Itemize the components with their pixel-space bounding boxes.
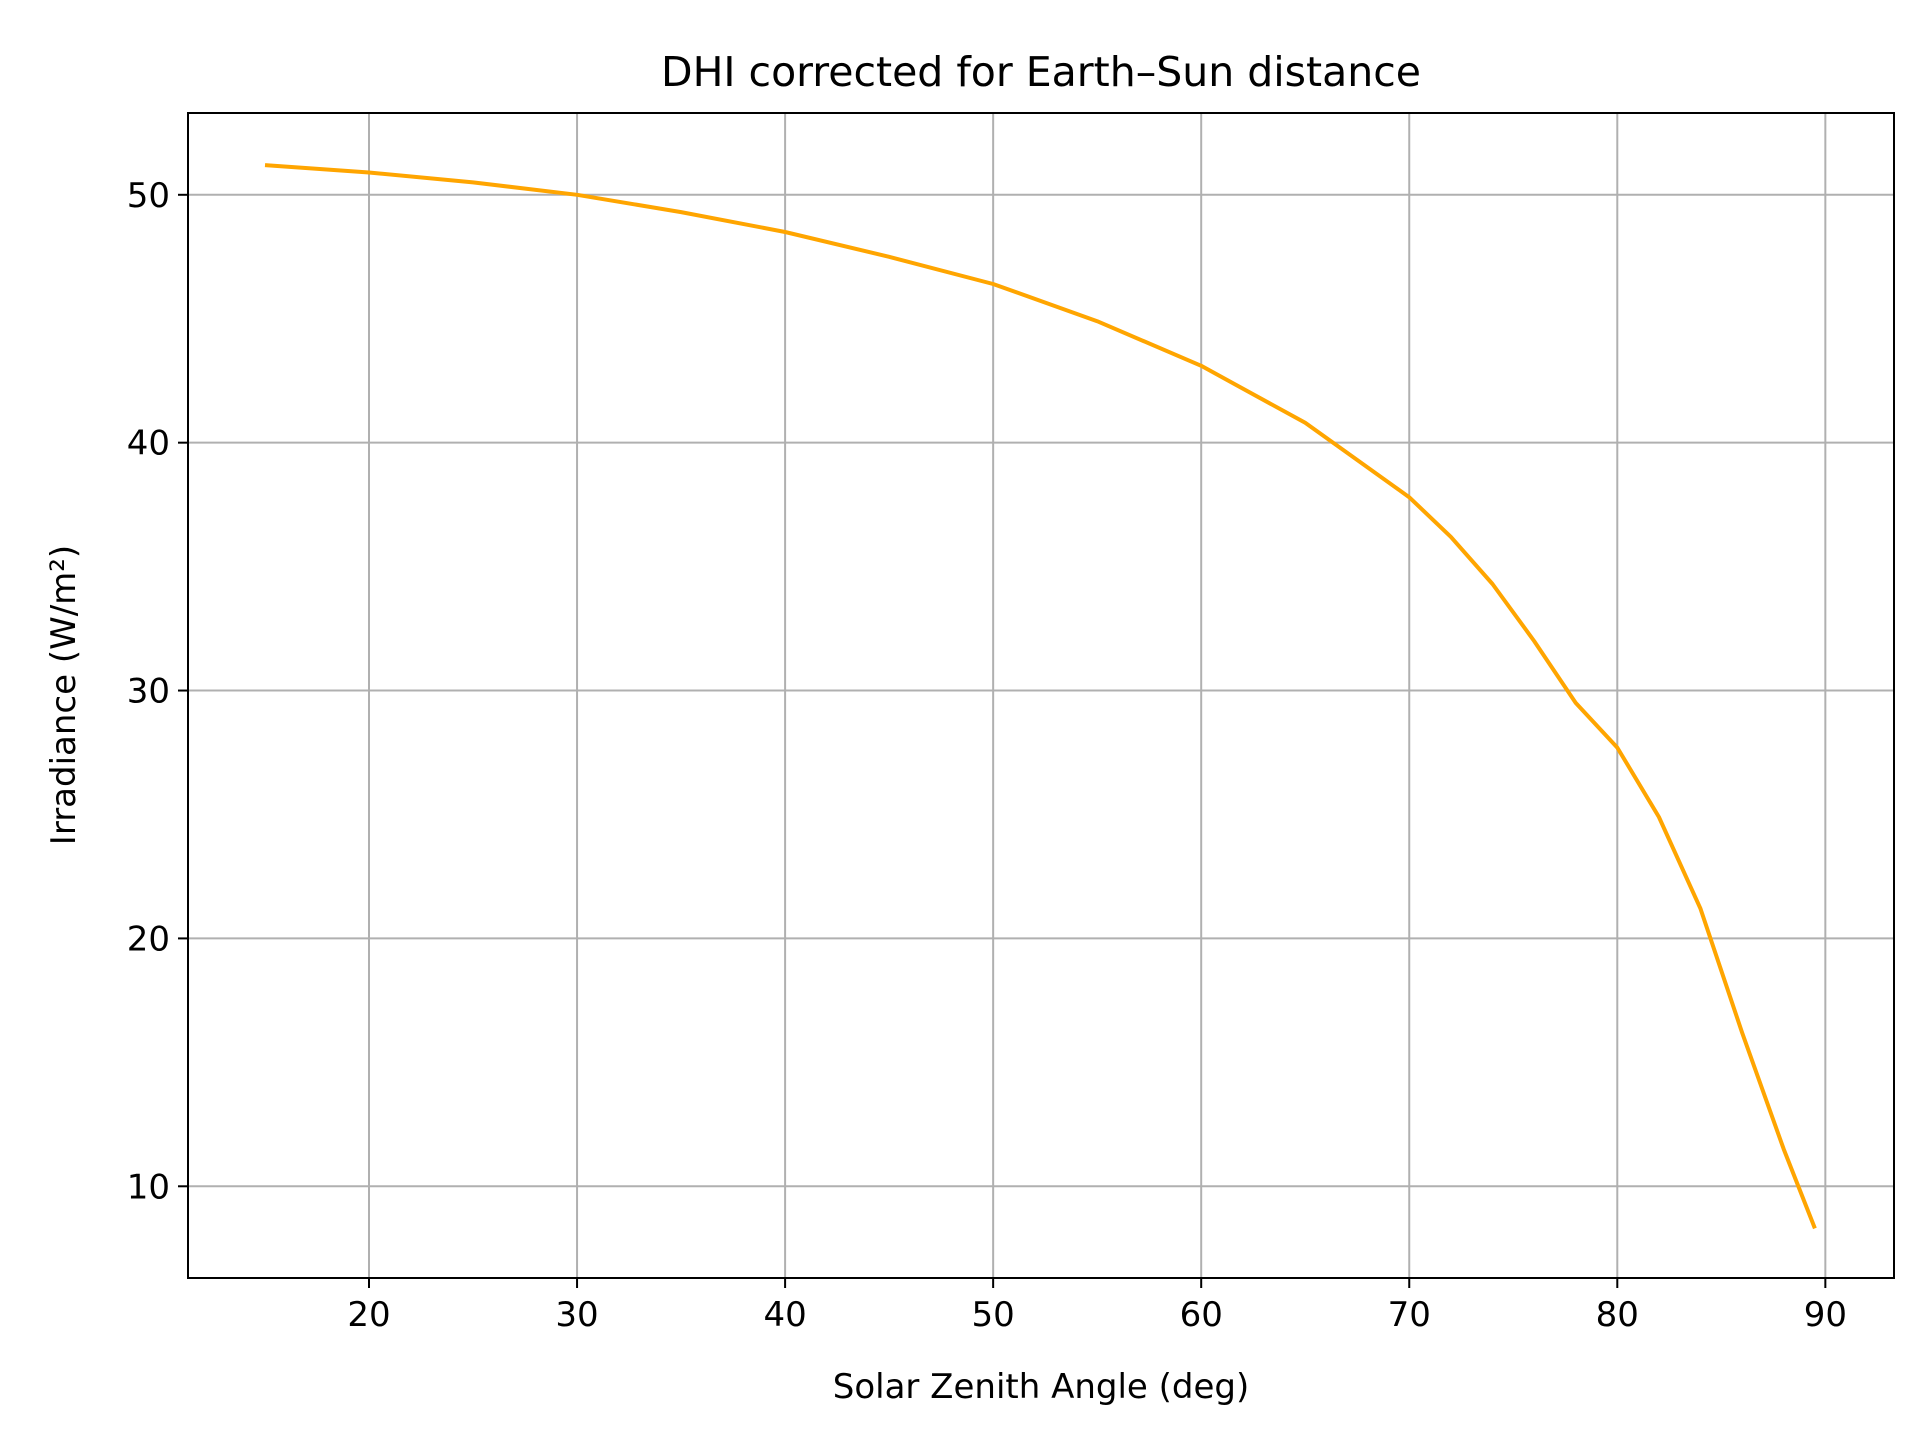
series-layer	[264, 163, 1817, 1230]
y-axis-label: Irradiance (W/m²)	[44, 545, 84, 845]
y-tick-label: 50	[127, 176, 170, 216]
x-tick-label: 40	[763, 1295, 806, 1335]
plot-area-frame	[187, 112, 1895, 1279]
y-tick-label: 30	[127, 672, 170, 712]
x-tick-label: 70	[1388, 1295, 1431, 1335]
x-axis-label: Solar Zenith Angle (deg)	[833, 1367, 1250, 1407]
gridlines	[188, 113, 1894, 1278]
x-tick-label: 20	[347, 1295, 390, 1335]
series-line	[264, 163, 1817, 1230]
x-tick-label: 90	[1804, 1295, 1847, 1335]
axis-ticks: 20 30 40 50 60 70 80 90 10 20 30 40 50	[127, 176, 1847, 1335]
chart-title: DHI corrected for Earth–Sun distance	[661, 48, 1421, 96]
x-tick-label: 60	[1180, 1295, 1223, 1335]
y-tick-label: 10	[127, 1167, 170, 1207]
x-tick-label: 80	[1596, 1295, 1639, 1335]
y-tick-label: 20	[127, 919, 170, 959]
x-tick-label: 50	[972, 1295, 1015, 1335]
x-tick-label: 30	[555, 1295, 598, 1335]
y-tick-label: 40	[127, 424, 170, 464]
